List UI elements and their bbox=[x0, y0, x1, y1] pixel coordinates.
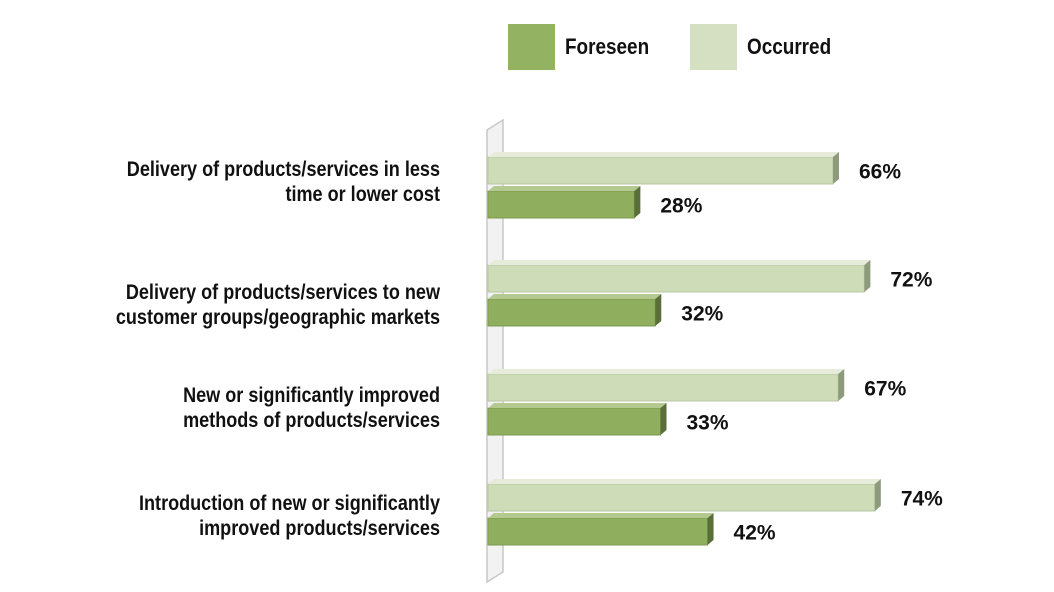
bar-occurred-3 bbox=[487, 369, 845, 402]
value-label-occurred-4: 74% bbox=[901, 488, 943, 511]
legend-label-occurred: Occurred bbox=[747, 34, 832, 59]
category-label-3-line-2: methods of products/services bbox=[183, 409, 440, 432]
category-label-4: Introduction of new or significantly imp… bbox=[79, 491, 440, 541]
legend-item-occurred: Occurred bbox=[690, 24, 845, 70]
value-label-foreseen-2: 32% bbox=[681, 303, 723, 326]
value-label-foreseen-3: 33% bbox=[687, 412, 729, 435]
category-label-2-line-2: customer groups/geographic markets bbox=[115, 306, 440, 329]
bar-occurred-4 bbox=[487, 479, 881, 512]
legend-swatch-occurred bbox=[690, 24, 737, 70]
legend-item-foreseen: Foreseen bbox=[508, 24, 663, 70]
bar-foreseen-1 bbox=[487, 186, 641, 219]
value-label-foreseen-1: 28% bbox=[660, 195, 702, 218]
category-label-4-line-1: Introduction of new or significantly bbox=[138, 492, 440, 515]
bar-foreseen-3 bbox=[487, 403, 667, 436]
bar-foreseen-4 bbox=[487, 513, 714, 546]
category-label-1: Delivery of products/services in less ti… bbox=[79, 157, 440, 207]
category-label-2: Delivery of products/services to new cus… bbox=[79, 280, 440, 330]
legend-swatch-foreseen bbox=[508, 24, 555, 70]
bar-occurred-2 bbox=[487, 260, 871, 293]
value-label-occurred-1: 66% bbox=[859, 161, 901, 184]
bar-occurred-1 bbox=[487, 152, 839, 185]
bar-foreseen-2 bbox=[487, 294, 662, 327]
category-label-3-line-1: New or significantly improved bbox=[183, 384, 440, 407]
value-label-occurred-3: 67% bbox=[864, 378, 906, 401]
value-label-foreseen-4: 42% bbox=[734, 522, 776, 545]
legend-label-foreseen: Foreseen bbox=[565, 34, 650, 59]
category-label-3: New or significantly improved methods of… bbox=[79, 383, 440, 433]
axis-wall bbox=[486, 118, 504, 584]
category-label-4-line-2: improved products/services bbox=[199, 517, 440, 540]
category-label-1-line-2: time or lower cost bbox=[285, 183, 440, 206]
category-label-1-line-1: Delivery of products/services in less bbox=[126, 158, 440, 181]
category-label-2-line-1: Delivery of products/services to new bbox=[125, 281, 441, 304]
value-label-occurred-2: 72% bbox=[890, 269, 932, 292]
